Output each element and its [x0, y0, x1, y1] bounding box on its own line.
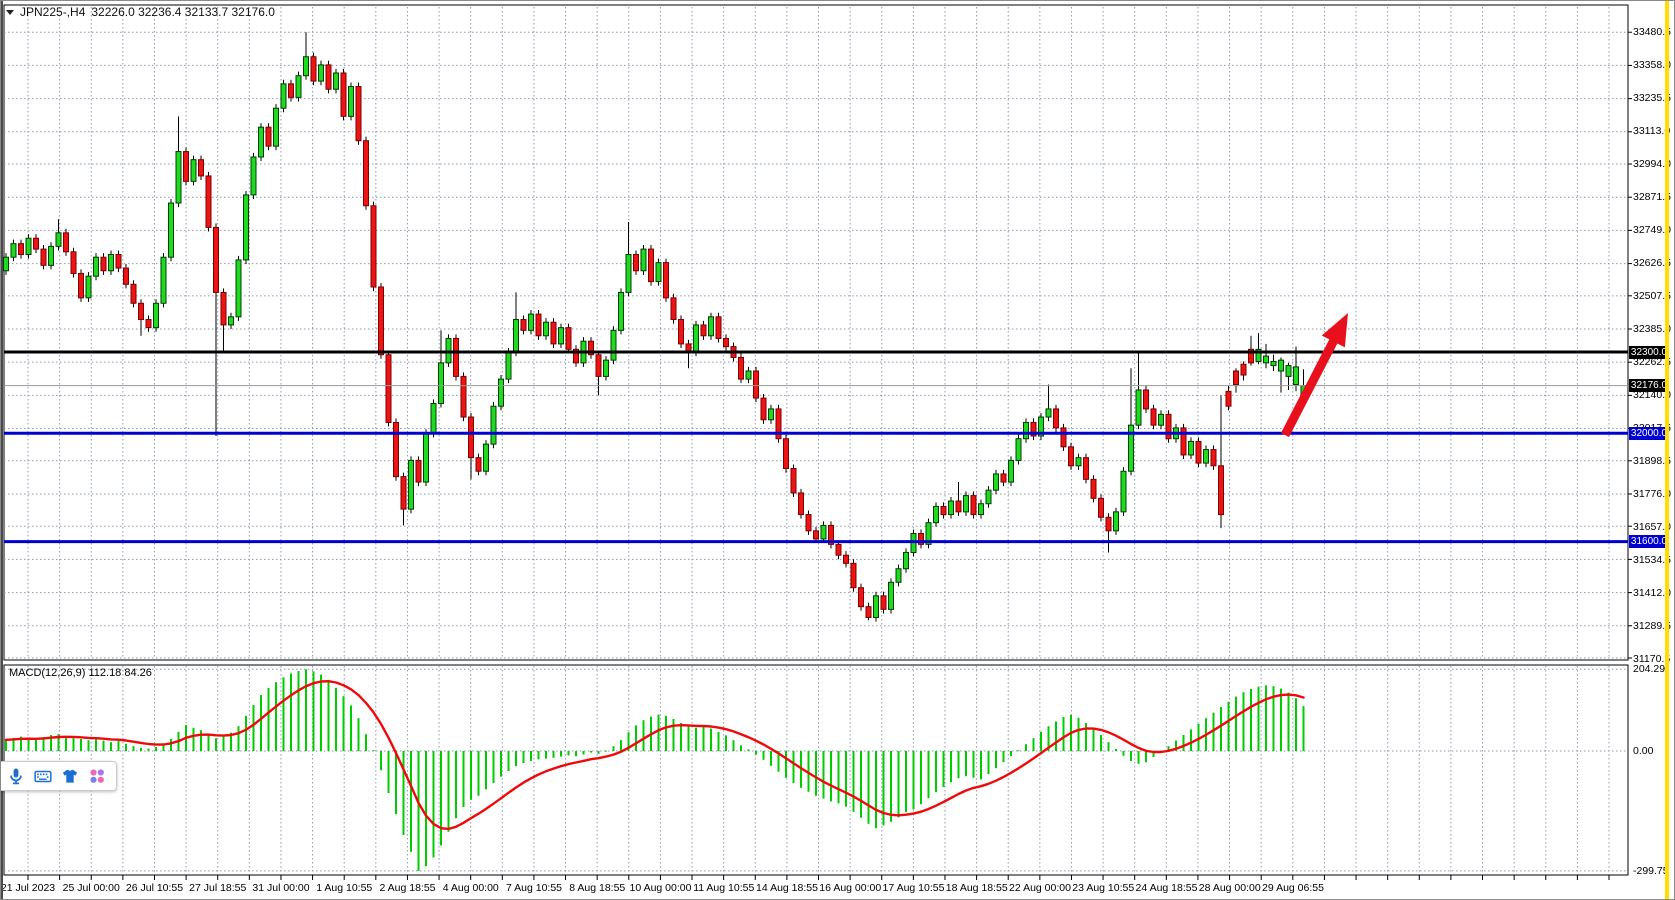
price-tick-label: 32262.5	[1633, 356, 1671, 368]
time-tick-label: 31 Jul 00:00	[252, 882, 310, 894]
price-badge: 32000.0	[1629, 426, 1669, 440]
price-tick-label: 31170.5	[1633, 653, 1671, 665]
time-tick-label: 26 Jul 10:55	[125, 882, 184, 894]
macd-min-label: -299.75	[1633, 864, 1669, 877]
time-tick-label: 7 Aug 10:55	[505, 882, 563, 894]
clothes-icon[interactable]	[61, 767, 79, 785]
price-tick-label: 32507.5	[1633, 290, 1671, 302]
price-badge: 31600.0	[1629, 535, 1669, 549]
time-tick-label: 11 Aug 10:55	[693, 882, 755, 894]
time-tick-label: 14 Aug 18:55	[756, 882, 818, 894]
price-tick-label: 33235.5	[1633, 92, 1671, 104]
time-tick-label: 29 Aug 06:55	[1262, 882, 1324, 894]
price-tick-label: 32749.0	[1633, 224, 1671, 236]
time-tick-label: 8 Aug 18:55	[569, 882, 626, 894]
price-tick-label: 31412.0	[1633, 587, 1671, 599]
symbol-title: JPN225-,H4 32226.0 32236.4 32133.7 32176…	[6, 5, 275, 19]
price-tick-label: 33113.0	[1633, 125, 1671, 137]
chevron-down-icon[interactable]	[6, 9, 14, 15]
time-tick-label: 1 Aug 10:55	[316, 882, 373, 894]
apps-grid-icon[interactable]	[88, 767, 106, 785]
time-tick-label: 22 Aug 00:00	[1009, 882, 1071, 894]
price-tick-label: 31898.5	[1633, 455, 1671, 467]
macd-max-label: 204.29	[1633, 663, 1666, 676]
price-tick-label: 32871.5	[1633, 191, 1671, 203]
price-tick-label: 33358.0	[1633, 59, 1671, 71]
price-badge: 32176.0	[1629, 379, 1669, 393]
price-tick-label: 32626.5	[1633, 257, 1671, 269]
time-tick-label: 27 Jul 18:55	[189, 882, 247, 894]
price-tick-label: 31776.0	[1633, 488, 1671, 500]
time-tick-label: 10 Aug 00:00	[629, 882, 692, 894]
price-tick-label: 31289.5	[1633, 620, 1671, 632]
microphone-icon[interactable]	[7, 767, 25, 785]
window-edge-stripe	[1665, 1, 1669, 899]
time-tick-label: 2 Aug 18:55	[379, 882, 436, 894]
macd-zero-label: 0.00	[1633, 745, 1654, 757]
indicator-label: MACD(12,26,9) 112.18 84.26	[9, 667, 152, 679]
price-tick-label: 33480.5	[1633, 26, 1671, 38]
time-tick-label: 23 Aug 10:55	[1072, 882, 1135, 894]
symbol-ohlc-values: 32226.0 32236.4 32133.7 32176.0	[91, 5, 275, 19]
time-tick-label: 28 Aug 00:00	[1198, 882, 1261, 894]
time-tick-label: 18 Aug 18:55	[945, 882, 1008, 894]
time-tick-label: 21 Jul 2023	[0, 882, 56, 894]
price-tick-label: 31657.0	[1633, 521, 1671, 533]
time-tick-label: 24 Aug 18:55	[1135, 882, 1198, 894]
time-tick-label: 25 Jul 00:00	[62, 882, 120, 894]
time-tick-label: 16 Aug 00:00	[819, 882, 882, 894]
price-tick-label: 32994.0	[1633, 158, 1671, 170]
input-overlay-toolbar	[1, 761, 117, 791]
price-tick-label: 32385.0	[1633, 323, 1671, 335]
time-tick-label: 17 Aug 10:55	[882, 882, 945, 894]
price-tick-label: 31534.5	[1633, 554, 1671, 566]
keyboard-icon[interactable]	[34, 767, 52, 785]
time-tick-label: 4 Aug 00:00	[442, 882, 499, 894]
symbol-name: JPN225-,H4	[20, 5, 86, 19]
price-badge: 32300.0	[1629, 345, 1669, 359]
